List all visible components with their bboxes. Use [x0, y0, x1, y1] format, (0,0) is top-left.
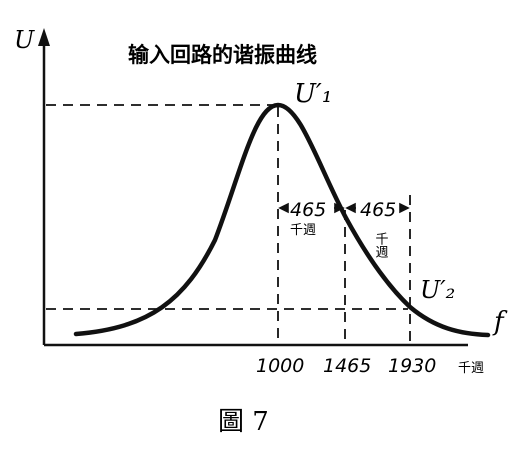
- x-tick-label: 1465: [323, 355, 371, 377]
- y-axis-arrow: [38, 28, 50, 46]
- bandwidth-right-unit: 千週: [373, 232, 389, 258]
- resonance-curve: [73, 102, 491, 338]
- y-axis-label: U: [14, 26, 35, 54]
- x-axis-label: f: [492, 307, 508, 337]
- bandwidth-arrows: [278, 202, 410, 214]
- diagram-title: 输入回路的谐振曲线: [128, 43, 317, 67]
- guide-lines: [46, 104, 411, 343]
- figure-caption: 圖 7: [218, 407, 269, 437]
- bandwidth-left-value: 465: [290, 199, 326, 221]
- second-point-label: U′₂: [420, 276, 455, 304]
- peak-label: U′₁: [294, 79, 332, 109]
- x-axis-unit: 千週: [458, 361, 484, 376]
- x-tick-label: 1000: [256, 355, 304, 377]
- bandwidth-left-unit: 千週: [290, 223, 316, 238]
- x-tick-label: 1930: [388, 355, 436, 377]
- bandwidth-right-value: 465: [360, 199, 396, 221]
